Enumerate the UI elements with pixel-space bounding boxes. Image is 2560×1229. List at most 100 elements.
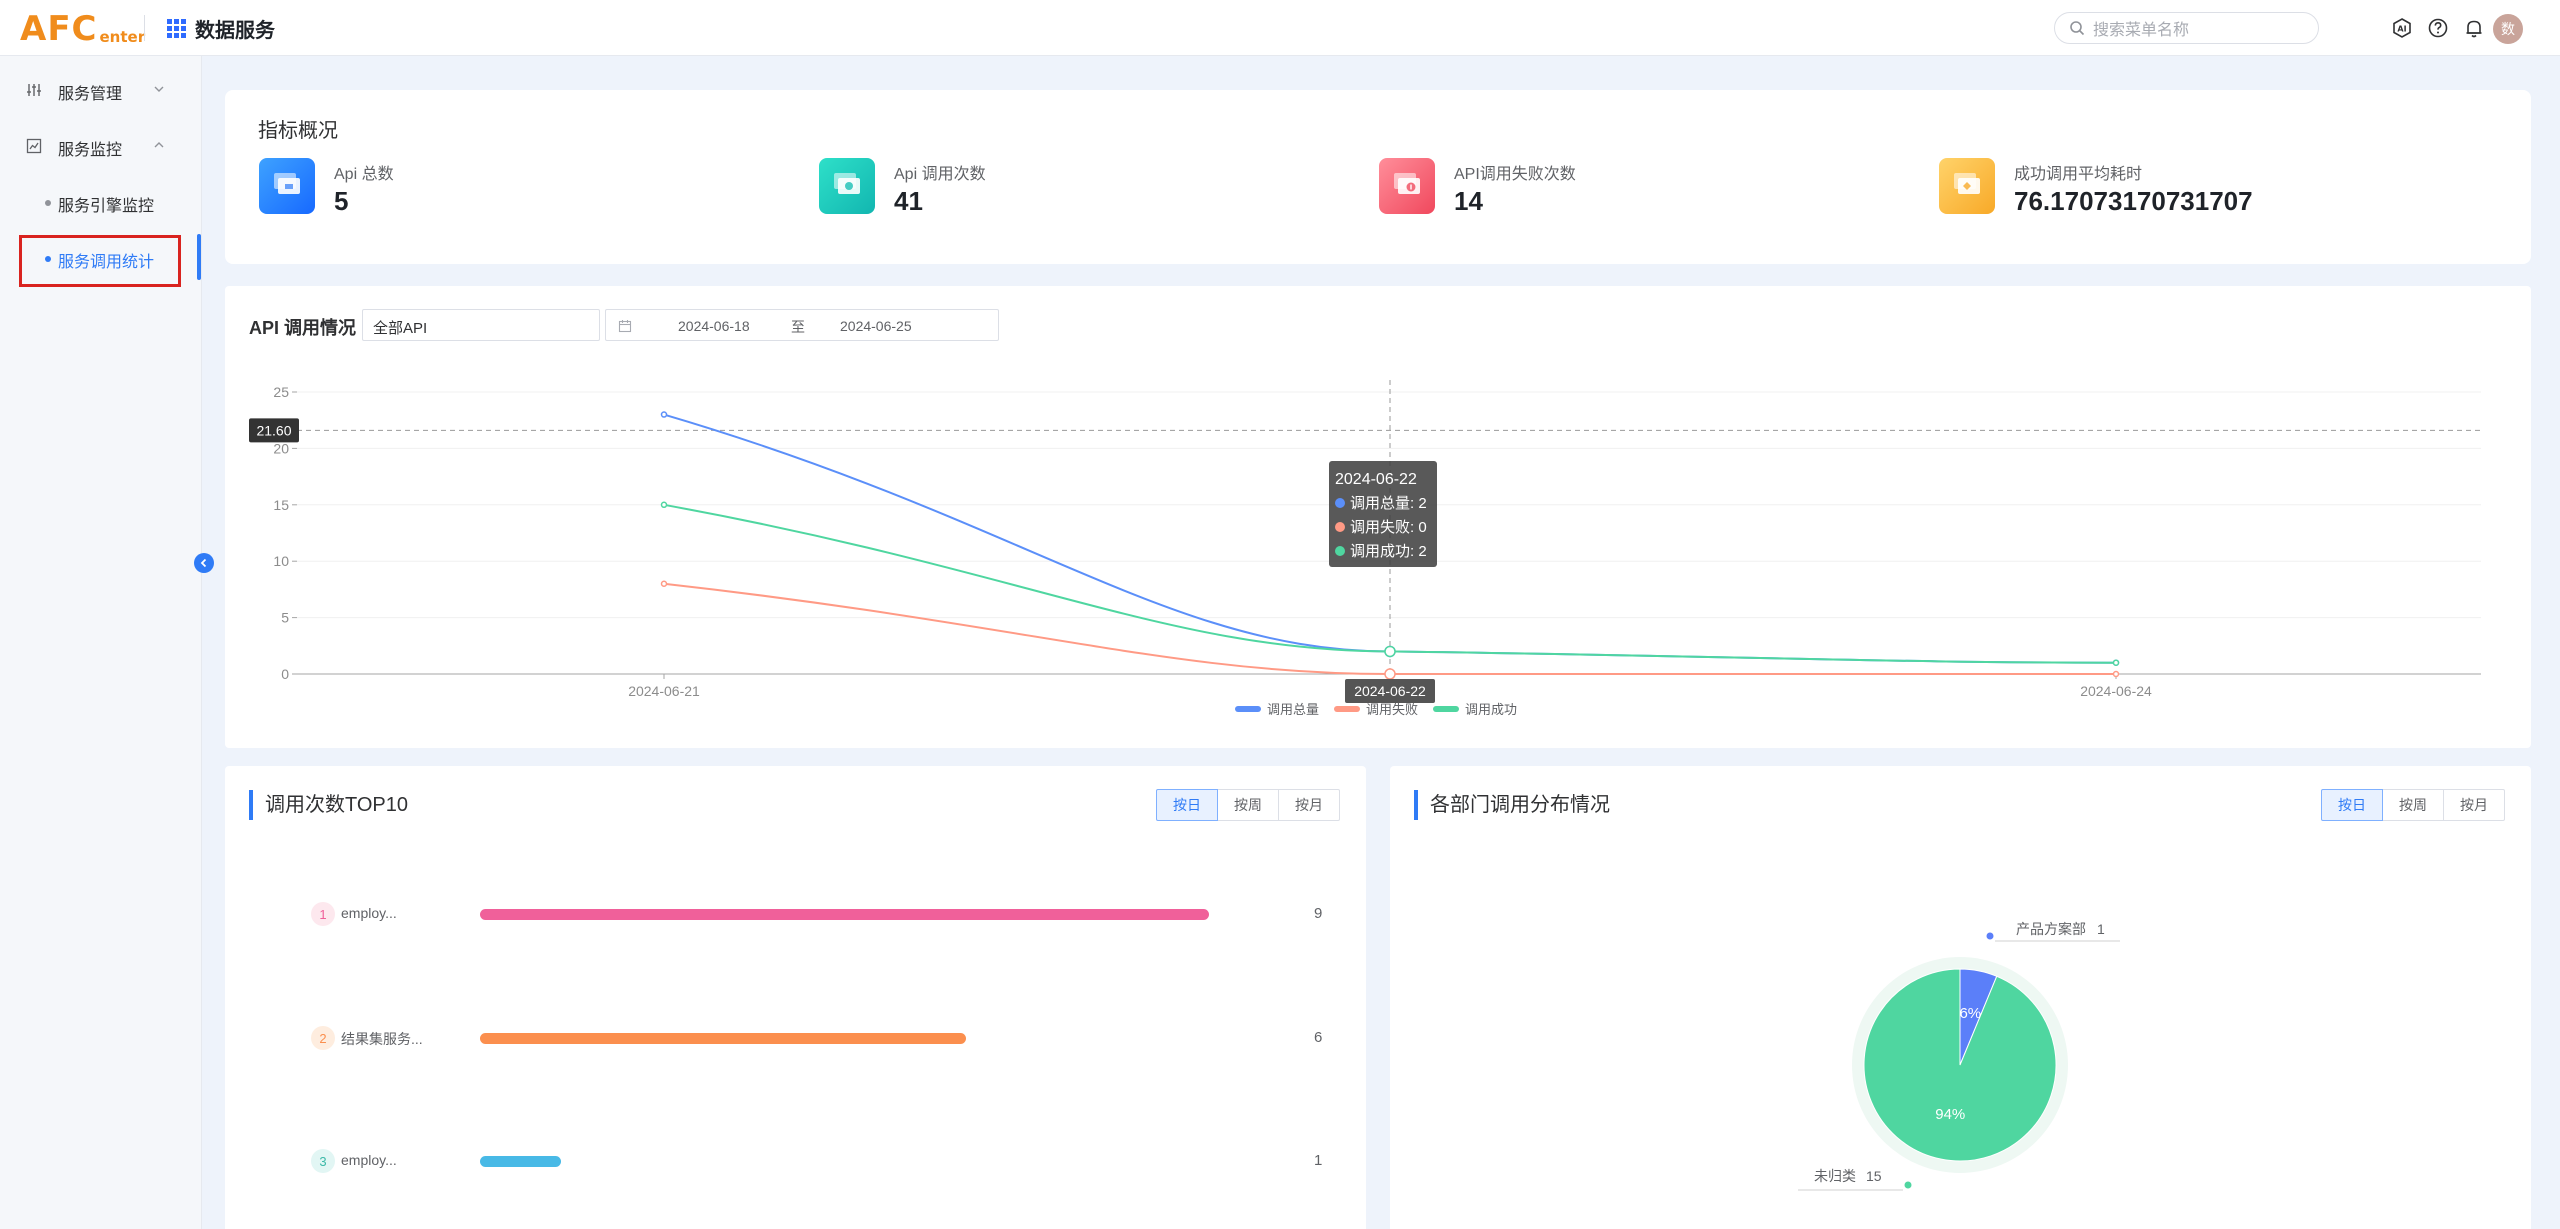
y-tick-label: 5 bbox=[281, 610, 289, 626]
data-point[interactable] bbox=[2112, 659, 2120, 666]
tooltip-title: 2024-06-22 bbox=[1335, 471, 1417, 488]
date-range-picker[interactable]: 2024-06-18 至 2024-06-25 bbox=[605, 309, 999, 341]
dept-title: 各部门调用分布情况 bbox=[1414, 790, 1610, 820]
legend-label[interactable]: 调用失败 bbox=[1366, 702, 1418, 717]
api-select[interactable]: 全部API bbox=[362, 309, 600, 341]
sub-item-call-statistics[interactable]: 服务调用统计 bbox=[0, 230, 202, 286]
overview-title: 指标概况 bbox=[258, 120, 338, 142]
top10-by-month-button[interactable]: 按月 bbox=[1278, 789, 1340, 821]
data-point[interactable] bbox=[660, 411, 668, 418]
crosshair-x-label: 2024-06-22 bbox=[1354, 683, 1426, 699]
pie-outer-label: 产品方案部 bbox=[2016, 921, 2086, 937]
afcenter-logo[interactable]: AFC enter bbox=[20, 10, 145, 46]
y-tick-label: 0 bbox=[281, 666, 289, 682]
help-icon[interactable] bbox=[2426, 16, 2450, 40]
ai-icon[interactable]: AI bbox=[2390, 16, 2414, 40]
stat-api-total: Api 总数 5 bbox=[259, 158, 779, 218]
dept-by-day-button[interactable]: 按日 bbox=[2321, 789, 2383, 821]
api-calls-icon bbox=[819, 158, 875, 214]
legend-swatch[interactable] bbox=[1235, 706, 1261, 712]
label-dot bbox=[1986, 932, 1994, 940]
search-icon bbox=[2070, 21, 2085, 36]
chart-icon bbox=[26, 138, 42, 154]
api-call-chart-card: API 调用情况 全部API 2024-06-18 至 2024-06-25 0… bbox=[225, 286, 2531, 748]
x-tick-label: 2024-06-21 bbox=[628, 683, 700, 699]
crosshair-y-label-bg bbox=[249, 418, 299, 443]
rank-bar bbox=[480, 1156, 561, 1167]
chart-title: API 调用情况 bbox=[249, 318, 357, 338]
stat-label: Api 调用次数 bbox=[894, 166, 986, 183]
logo-text: AFC bbox=[20, 9, 98, 49]
overview-card: 指标概况 Api 总数 5 Api 调用次数 41 API调用失败次数 14 成… bbox=[225, 90, 2531, 264]
sub-item-engine-monitoring[interactable]: 服务引擎监控 bbox=[0, 174, 202, 230]
rank-name: employ... bbox=[341, 905, 397, 921]
dept-distribution-card: 各部门调用分布情况 按日 按周 按月 6% 94% 产品方案部 1 未归类 15 bbox=[1390, 766, 2531, 1229]
rank-bar bbox=[480, 909, 1209, 920]
rank-row[interactable]: 2 结果集服务... 6 bbox=[311, 1024, 1341, 1052]
legend-label[interactable]: 调用成功 bbox=[1465, 702, 1517, 717]
dept-by-month-button[interactable]: 按月 bbox=[2443, 789, 2505, 821]
dept-period-toggle: 按日 按周 按月 bbox=[2321, 789, 2505, 821]
sub-item-label: 服务引擎监控 bbox=[58, 198, 155, 215]
chart-tooltip bbox=[1329, 461, 1437, 567]
rank-row[interactable]: 1 employ... 9 bbox=[311, 900, 1341, 928]
pie-outer-count: 1 bbox=[2097, 921, 2105, 937]
top10-by-day-button[interactable]: 按日 bbox=[1156, 789, 1218, 821]
chevron-down-icon bbox=[154, 86, 164, 92]
search-placeholder: 搜索菜单名称 bbox=[2093, 22, 2190, 39]
stat-label: Api 总数 bbox=[334, 166, 394, 183]
stat-label: 成功调用平均耗时 bbox=[2014, 166, 2143, 183]
tooltip-row: 调用失败: 0 bbox=[1350, 519, 1427, 536]
top10-by-week-button[interactable]: 按周 bbox=[1217, 789, 1279, 821]
data-point[interactable] bbox=[1384, 645, 1396, 658]
legend-swatch[interactable] bbox=[1334, 706, 1360, 712]
top10-card: 调用次数TOP10 按日 按周 按月 1 employ... 9 2 结果集服务... 6… bbox=[225, 766, 1366, 1229]
app-title: 数据服务 bbox=[195, 20, 275, 42]
pie-percent-label: 6% bbox=[1959, 1005, 1981, 1022]
sidebar: 服务管理 服务监控 服务引擎监控 服务调用统计 bbox=[0, 56, 202, 1229]
apps-grid-icon bbox=[167, 18, 187, 39]
data-point[interactable] bbox=[660, 501, 668, 509]
chevron-left-icon bbox=[200, 558, 207, 568]
bullet-dot bbox=[45, 200, 51, 206]
date-end[interactable]: 2024-06-25 bbox=[840, 318, 912, 334]
api-line-chart[interactable]: 0 5 10 15 20 25 2024-06-21 2024-06-24 21.60 2024-… bbox=[225, 286, 2531, 748]
date-separator: 至 bbox=[791, 319, 805, 335]
data-point[interactable] bbox=[2112, 670, 2120, 678]
menu-service-management[interactable]: 服务管理 bbox=[0, 62, 202, 118]
rank-bar bbox=[480, 1033, 966, 1044]
data-point[interactable] bbox=[660, 580, 668, 588]
dept-by-week-button[interactable]: 按周 bbox=[2382, 789, 2444, 821]
bullet-dot bbox=[45, 256, 51, 262]
tooltip-series-dot bbox=[1335, 546, 1345, 556]
pie-percent-label: 94% bbox=[1935, 1106, 1965, 1123]
avg-duration-icon bbox=[1939, 158, 1995, 214]
bell-icon[interactable] bbox=[2462, 16, 2486, 40]
sidebar-collapse-button[interactable] bbox=[194, 553, 214, 573]
tooltip-row: 调用总量: 2 bbox=[1350, 495, 1427, 512]
menu-service-monitoring[interactable]: 服务监控 bbox=[0, 118, 202, 174]
pie-outer-count: 15 bbox=[1866, 1168, 1882, 1184]
crosshair-y-label: 21.60 bbox=[256, 422, 291, 438]
menu-label: 服务管理 bbox=[58, 86, 123, 103]
dept-pie-chart[interactable]: 6% 94% 产品方案部 1 未归类 15 bbox=[1390, 766, 2531, 1229]
app-switcher[interactable]: 数据服务 bbox=[167, 14, 275, 43]
menu-search-input[interactable]: 搜索菜单名称 bbox=[2054, 12, 2319, 44]
active-indicator bbox=[197, 234, 201, 280]
pie-slice[interactable] bbox=[1863, 968, 2057, 1162]
legend-swatch[interactable] bbox=[1433, 706, 1459, 712]
stat-api-calls: Api 调用次数 41 bbox=[819, 158, 1339, 218]
rank-row[interactable]: 3 employ... 1 bbox=[311, 1147, 1341, 1175]
sub-item-label: 服务调用统计 bbox=[58, 254, 155, 271]
y-tick-label: 20 bbox=[273, 440, 289, 456]
calendar-icon bbox=[618, 320, 632, 333]
user-avatar[interactable]: 数 bbox=[2493, 14, 2523, 44]
legend-label[interactable]: 调用总量 bbox=[1267, 702, 1319, 717]
data-point[interactable] bbox=[1384, 668, 1396, 680]
crosshair-x-label-bg bbox=[1345, 679, 1435, 703]
date-start[interactable]: 2024-06-18 bbox=[678, 318, 750, 334]
tooltip-series-dot bbox=[1335, 498, 1345, 508]
stat-value: 76.17073170731707 bbox=[2014, 186, 2253, 216]
label-dot bbox=[1904, 1181, 1912, 1189]
chevron-up-icon bbox=[154, 142, 164, 148]
